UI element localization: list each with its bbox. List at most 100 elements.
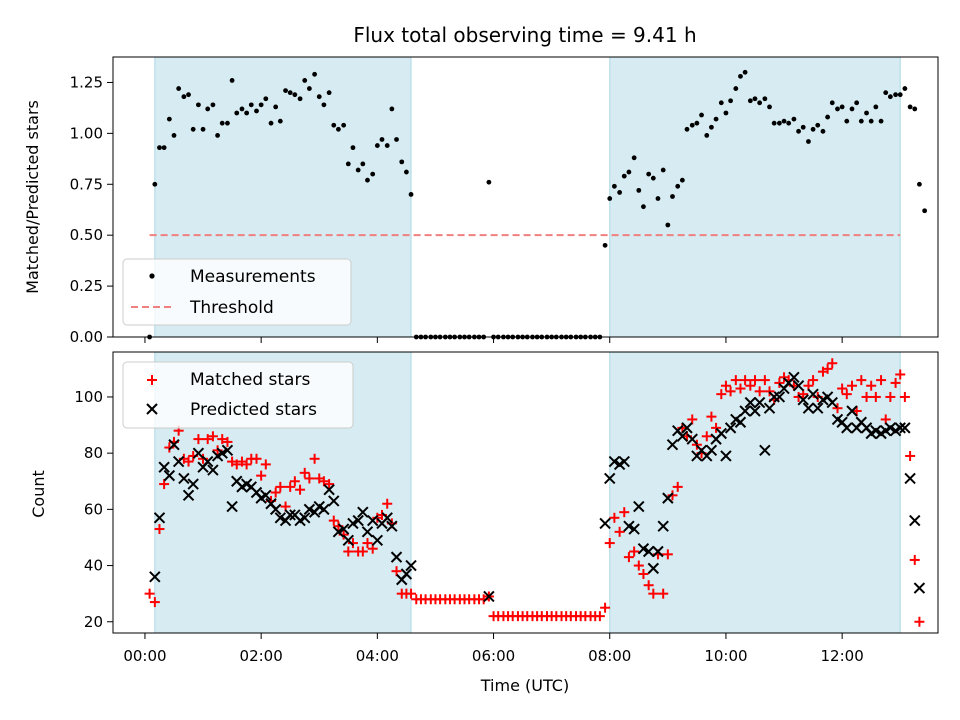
matched-star-point <box>672 481 683 492</box>
measurement-point <box>176 86 182 91</box>
predicted-star-point <box>284 509 296 521</box>
predicted-star-point <box>846 405 858 417</box>
predicted-star-point <box>269 503 282 516</box>
predicted-star-point <box>599 517 611 530</box>
matched-star-point <box>822 363 833 374</box>
predicted-star-point <box>158 461 170 473</box>
measurement-point <box>181 94 187 100</box>
measurement-point <box>306 86 312 91</box>
predicted-star-point <box>749 405 761 417</box>
measurement-point <box>631 155 637 161</box>
matched-star-point <box>164 442 175 453</box>
predicted-star-point <box>357 506 369 518</box>
measurement-point <box>864 110 869 116</box>
matched-star-point <box>406 588 417 599</box>
measurement-point <box>873 104 879 110</box>
predicted-star-point <box>163 469 176 482</box>
measurement-point <box>917 181 922 187</box>
measurement-point <box>806 139 811 144</box>
y-tick-label: 60 <box>84 500 103 518</box>
predicted-star-point <box>720 450 732 462</box>
measurement-point <box>742 69 748 75</box>
predicted-star-point <box>686 433 698 445</box>
measurement-point <box>316 94 322 100</box>
measurement-point <box>205 106 211 112</box>
predicted-star-point <box>768 391 780 403</box>
measurement-point <box>326 90 332 96</box>
measurement-point <box>902 86 908 91</box>
measurement-point <box>350 145 356 151</box>
predicted-star-point <box>676 430 689 443</box>
matched-star-point <box>667 490 678 501</box>
measurement-point <box>670 194 675 199</box>
matched-star-point <box>256 470 267 481</box>
matched-star-point <box>222 436 233 447</box>
legend-measurements-marker <box>149 273 155 279</box>
matched-star-point <box>362 538 373 549</box>
measurement-point <box>733 86 739 91</box>
measurement-point <box>699 112 704 118</box>
measurement-point <box>655 196 661 201</box>
measurement-point <box>723 110 729 116</box>
measurement-point <box>312 71 318 77</box>
matched-star-point <box>754 386 765 397</box>
measurement-point <box>408 192 414 197</box>
y-tick-label: 20 <box>84 613 103 631</box>
matched-star-point <box>808 375 819 386</box>
predicted-star-point <box>899 422 911 434</box>
predicted-star-point <box>652 545 664 558</box>
measurement-point <box>781 118 787 124</box>
measurement-point <box>263 96 269 102</box>
matched-star-point <box>662 549 673 560</box>
predicted-star-point <box>149 571 161 583</box>
predicted-star-point <box>715 427 727 440</box>
matched-star-point <box>270 487 281 498</box>
matched-star-point <box>885 391 896 402</box>
chart-title: Flux total observing time = 9.41 h <box>353 23 696 47</box>
measurement-point <box>196 102 201 108</box>
predicted-star-point <box>168 439 180 451</box>
matched-star-point <box>841 389 852 400</box>
matched-star-point <box>701 431 712 442</box>
matched-star-point <box>600 602 611 613</box>
measurement-point <box>646 171 652 177</box>
y-tick-label: 0.50 <box>70 226 103 244</box>
measurement-point <box>384 143 390 148</box>
measurement-point <box>858 118 864 124</box>
measurement-point <box>791 116 797 122</box>
predicted-star-point <box>841 422 853 434</box>
measurement-point <box>660 167 666 173</box>
top-y-axis-label: Matched/Predicted stars <box>23 100 42 294</box>
matched-star-point <box>870 391 881 402</box>
measurement-point <box>302 78 308 83</box>
measurement-point <box>757 100 763 106</box>
top-x-ticks <box>144 337 843 343</box>
matched-star-point <box>609 512 620 523</box>
measurement-point <box>835 106 840 112</box>
predicted-star-point <box>361 526 374 538</box>
matched-star-point <box>198 453 209 464</box>
measurement-point <box>365 177 370 183</box>
predicted-star-point <box>894 422 906 434</box>
measurement-point <box>839 104 845 110</box>
measurement-point <box>897 92 903 98</box>
y-tick-label: 0.75 <box>70 175 103 193</box>
legend-matched-label: Matched stars <box>190 370 310 390</box>
measurement-point <box>636 187 642 193</box>
matched-star-point <box>183 456 194 467</box>
top-legend-box <box>122 258 352 326</box>
measurement-point <box>776 120 782 126</box>
predicted-star-point <box>323 483 335 496</box>
predicted-star-point <box>753 396 766 409</box>
matched-star-point <box>328 515 339 526</box>
measurement-point <box>713 116 719 122</box>
matched-star-point <box>725 386 736 397</box>
matched-star-point <box>716 389 727 400</box>
matched-star-point <box>357 546 368 557</box>
matched-star-point <box>909 554 920 565</box>
bottom-plot-panel: 20 40 60 80 100 00:00 02:00 04:00 06:00 08:00 10:… <box>29 351 939 695</box>
measurement-point <box>258 102 264 108</box>
measurement-point <box>810 126 816 132</box>
measurement-point <box>379 137 385 142</box>
measurement-point <box>767 104 772 110</box>
